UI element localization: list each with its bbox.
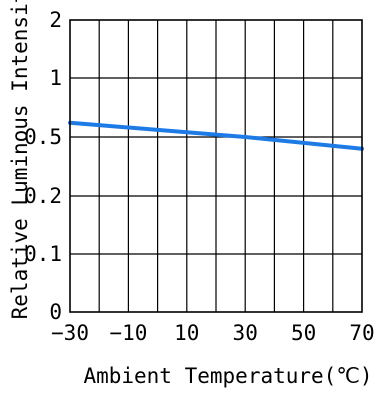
series-line <box>68 120 364 151</box>
x-tick-label: −10 <box>109 321 147 345</box>
y-tick-label: 2 <box>49 8 62 32</box>
x-axis-label: Ambient Temperature(℃) <box>83 364 372 388</box>
grid <box>70 20 362 312</box>
x-tick-label: 70 <box>349 321 374 345</box>
x-tick-label: −30 <box>51 321 89 345</box>
y-tick-label: 0.2 <box>24 184 62 208</box>
y-tick-labels: 0 0.1 0.2 0.5 1 2 <box>24 8 62 324</box>
plot-border <box>69 19 363 313</box>
y-axis-label: Relative Luminous Intensit <box>8 0 32 319</box>
x-tick-label: 50 <box>291 321 316 345</box>
y-tick-label: 0 <box>49 300 62 324</box>
x-tick-labels: −30 −10 10 30 50 70 <box>51 321 375 345</box>
y-tick-label: 1 <box>49 66 62 90</box>
x-tick-label: 30 <box>233 321 258 345</box>
y-tick-label: 0.1 <box>24 242 62 266</box>
plot-frame <box>69 19 363 313</box>
y-tick-label: 0.5 <box>24 125 62 149</box>
series-layer <box>68 120 364 151</box>
x-tick-label: 10 <box>174 321 199 345</box>
